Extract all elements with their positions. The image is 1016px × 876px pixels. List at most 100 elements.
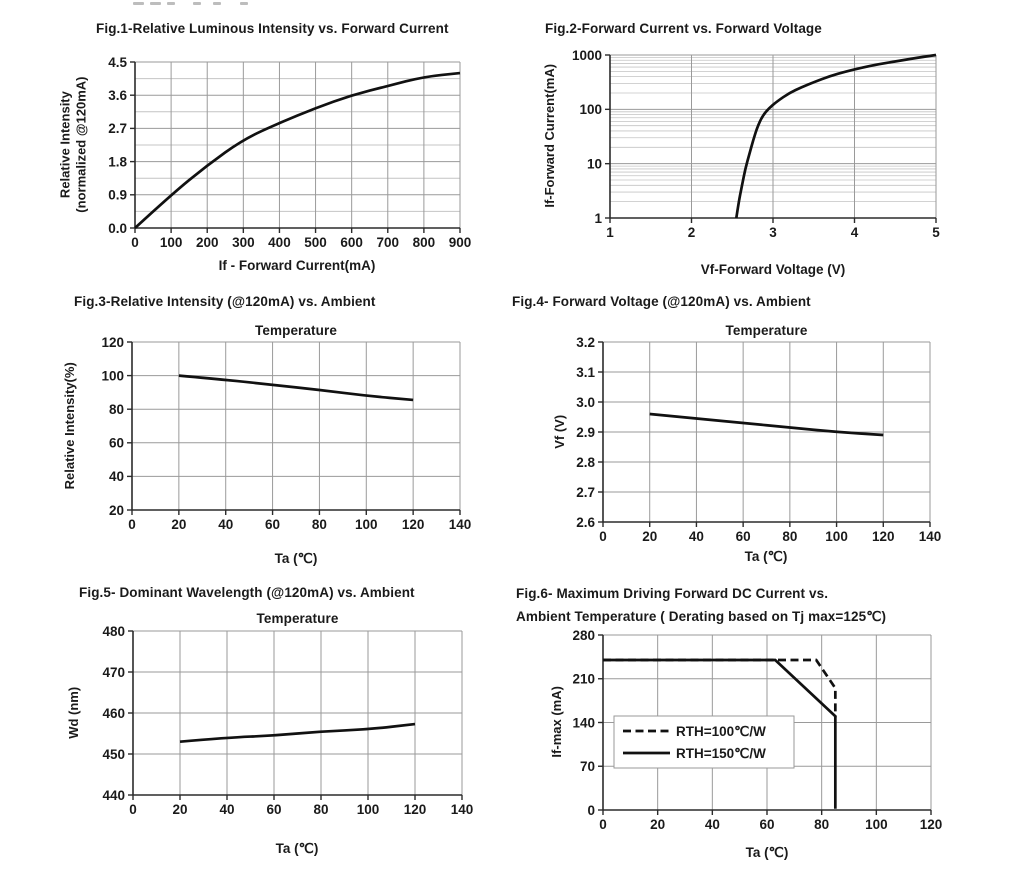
fig6-curve	[603, 658, 837, 718]
x-tick-label: 400	[268, 235, 291, 250]
fig1-yaxis-label-line1: Relative Intensity	[57, 91, 73, 199]
y-tick-label: 460	[102, 706, 125, 721]
x-tick-label: 20	[172, 802, 187, 817]
fig3-xaxis-title: Ta (℃)	[274, 551, 318, 566]
y-tick-label: 0.0	[108, 221, 127, 236]
x-tick-label: 60	[266, 802, 281, 817]
fig1-title: Fig.1-Relative Luminous Intensity vs. Fo…	[96, 21, 449, 36]
y-tick-label: 0.9	[108, 188, 127, 203]
fig5-curve	[179, 722, 416, 744]
fig6-yaxis-label: If-max (mA)	[549, 686, 565, 758]
fig3-title: Fig.3-Relative Intensity (@120mA) vs. Am…	[74, 294, 376, 309]
x-tick-label: 900	[449, 235, 472, 250]
x-tick-label: 700	[377, 235, 400, 250]
y-tick-label: 100	[101, 368, 124, 383]
x-tick-label: 0	[599, 817, 607, 832]
fig4-curve	[649, 412, 884, 437]
y-tick-label: 4.5	[108, 55, 127, 70]
legend-label: RTH=150℃/W	[676, 746, 766, 761]
y-tick-label: 480	[102, 624, 125, 639]
x-tick-label: 40	[219, 802, 234, 817]
x-tick-label: 100	[160, 235, 183, 250]
x-tick-label: 100	[865, 817, 888, 832]
x-tick-label: 120	[404, 802, 427, 817]
x-tick-label: 0	[128, 517, 136, 532]
x-tick-label: 20	[171, 517, 186, 532]
fig5-xaxis-title: Ta (℃)	[275, 841, 319, 856]
fig2-title: Fig.2-Forward Current vs. Forward Voltag…	[545, 21, 822, 36]
x-tick-label: 2	[688, 225, 696, 240]
y-tick-label: 140	[572, 715, 595, 730]
legend-box	[613, 715, 795, 769]
x-tick-label: 100	[355, 517, 378, 532]
y-tick-label: 2.7	[108, 121, 127, 136]
x-tick-label: 0	[599, 529, 607, 544]
y-tick-label: 3.2	[576, 335, 595, 350]
x-tick-label: 100	[825, 529, 848, 544]
cropped-text-dash	[167, 2, 175, 5]
y-tick-label: 100	[579, 102, 602, 117]
cropped-text-dash	[193, 2, 201, 5]
y-tick-label: 2.6	[576, 515, 595, 530]
x-tick-label: 120	[872, 529, 895, 544]
x-tick-label: 600	[340, 235, 363, 250]
x-tick-label: 60	[759, 817, 774, 832]
fig1-xaxis-title: If - Forward Current(mA)	[218, 258, 376, 273]
fig1-yaxis-label-line2: (normalized @120mA)	[73, 76, 88, 213]
x-tick-label: 40	[689, 529, 704, 544]
y-tick-label: 470	[102, 665, 125, 680]
fig1-curve	[134, 71, 461, 229]
y-tick-label: 450	[102, 747, 125, 762]
y-tick-label: 3.0	[576, 395, 595, 410]
cropped-text-dash	[133, 2, 144, 5]
x-tick-label: 200	[196, 235, 219, 250]
x-tick-label: 60	[265, 517, 280, 532]
cropped-text-dash	[213, 2, 221, 5]
y-tick-label: 60	[109, 436, 124, 451]
fig6-title: Fig.6- Maximum Driving Forward DC Curren…	[516, 586, 829, 601]
x-tick-label: 120	[920, 817, 943, 832]
fig5-subtitle: Temperature	[256, 611, 339, 626]
fig6-title-line2: Ambient Temperature ( Derating based on …	[516, 609, 887, 624]
x-tick-label: 3	[769, 225, 777, 240]
fig3-yaxis-label: Relative Intensity(%)	[62, 362, 78, 490]
x-tick-label: 1	[606, 225, 614, 240]
cropped-text-dash	[240, 2, 248, 5]
x-tick-label: 80	[312, 517, 327, 532]
cropped-text-dash	[150, 2, 161, 5]
x-tick-label: 20	[650, 817, 665, 832]
y-tick-label: 3.6	[108, 88, 127, 103]
y-tick-label: 1000	[572, 48, 602, 63]
fig2-xaxis-title: Vf-Forward Voltage (V)	[700, 262, 846, 277]
x-tick-label: 300	[232, 235, 255, 250]
x-tick-label: 60	[736, 529, 751, 544]
x-tick-label: 120	[402, 517, 425, 532]
x-tick-label: 140	[451, 802, 474, 817]
fig3-curve	[178, 374, 414, 402]
x-tick-label: 5	[932, 225, 940, 240]
x-tick-label: 0	[131, 235, 139, 250]
x-tick-label: 40	[705, 817, 720, 832]
x-tick-label: 4	[851, 225, 859, 240]
x-tick-label: 40	[218, 517, 233, 532]
y-tick-label: 20	[109, 503, 124, 518]
fig5-title: Fig.5- Dominant Wavelength (@120mA) vs. …	[79, 585, 415, 600]
y-tick-label: 280	[572, 628, 595, 643]
y-tick-label: 2.7	[576, 485, 595, 500]
y-tick-label: 10	[587, 156, 602, 171]
x-tick-label: 20	[642, 529, 657, 544]
fig2-curve	[734, 53, 937, 219]
fig6-xaxis-title: Ta (℃)	[745, 845, 789, 860]
fig3-subtitle: Temperature	[255, 323, 337, 338]
fig2-yaxis-label: If-Forward Current(mA)	[542, 63, 558, 208]
y-tick-label: 120	[101, 335, 124, 350]
x-tick-label: 140	[449, 517, 472, 532]
y-tick-label: 0	[587, 803, 595, 818]
fig1-yaxis-label: Relative Intensity (normalized @120mA)	[57, 45, 88, 245]
y-tick-label: 1.8	[108, 154, 127, 169]
y-tick-label: 40	[109, 469, 124, 484]
legend-label: RTH=100℃/W	[676, 724, 766, 739]
y-tick-label: 3.1	[576, 365, 595, 380]
y-tick-label: 80	[109, 402, 124, 417]
